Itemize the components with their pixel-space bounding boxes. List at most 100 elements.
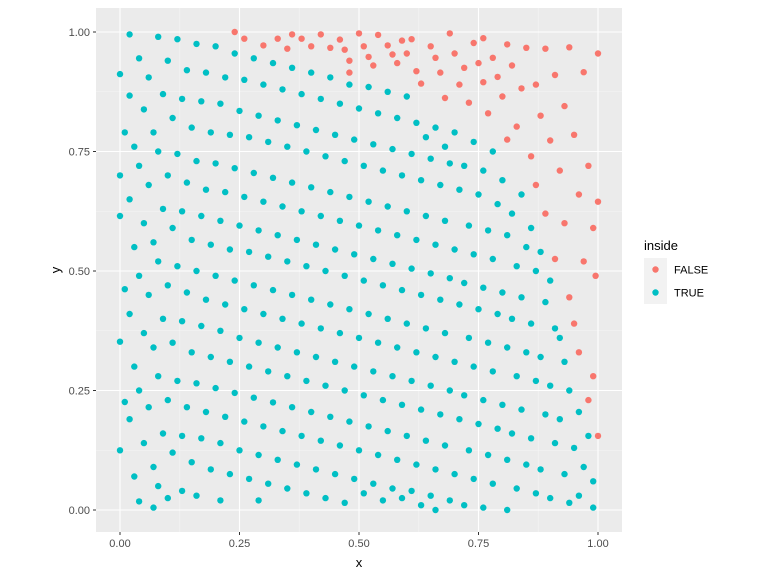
point-true: [293, 349, 301, 356]
point-true: [331, 470, 339, 478]
data-points: [116, 28, 602, 514]
point-true: [312, 466, 320, 473]
point-true: [441, 217, 449, 224]
point-true: [274, 344, 281, 351]
point-true: [222, 188, 229, 196]
point-true: [441, 442, 449, 449]
point-true: [174, 263, 181, 270]
point-false: [561, 102, 568, 110]
point-true: [274, 232, 281, 239]
point-true: [384, 88, 391, 96]
point-true: [456, 301, 463, 308]
point-true: [451, 358, 458, 365]
y-tick-label: 0.00: [69, 505, 90, 517]
point-true: [504, 456, 511, 463]
point-true: [231, 50, 238, 57]
point-true: [241, 76, 248, 84]
point-true: [193, 492, 200, 499]
point-true: [198, 212, 205, 220]
point-true: [284, 258, 291, 265]
point-false: [360, 43, 367, 50]
point-false: [341, 46, 348, 53]
point-true: [231, 277, 238, 284]
point-true: [150, 504, 157, 511]
point-true: [188, 349, 195, 356]
point-true: [336, 329, 344, 337]
point-true: [370, 141, 377, 148]
point-true: [250, 169, 257, 177]
y-tick-label: 0.25: [69, 386, 90, 398]
point-true: [284, 373, 291, 380]
point-true: [351, 136, 358, 143]
point-true: [379, 396, 387, 404]
point-true: [470, 251, 477, 258]
point-true: [135, 272, 143, 279]
point-false: [513, 123, 520, 130]
point-true: [470, 475, 477, 483]
point-false: [308, 43, 315, 50]
point-true: [551, 439, 559, 447]
point-false: [489, 54, 496, 61]
point-true: [183, 179, 191, 186]
point-true: [145, 404, 152, 411]
point-true: [207, 353, 214, 361]
point-false: [346, 57, 353, 64]
point-false: [241, 35, 248, 42]
point-true: [303, 148, 310, 155]
point-true: [193, 157, 200, 165]
point-false: [556, 167, 563, 174]
y-tick-label: 0.75: [69, 147, 90, 159]
point-false: [480, 79, 487, 86]
point-true: [331, 246, 339, 253]
point-true: [504, 232, 511, 239]
point-true: [169, 449, 176, 456]
point-true: [150, 129, 157, 136]
point-true: [222, 301, 229, 308]
point-true: [398, 286, 406, 294]
point-true: [178, 318, 186, 325]
legend-title: inside: [644, 238, 678, 253]
point-false: [499, 93, 506, 100]
point-false: [274, 35, 281, 42]
point-true: [494, 200, 501, 208]
point-true: [504, 506, 511, 514]
point-false: [547, 137, 554, 144]
point-true: [355, 105, 363, 112]
point-true: [293, 461, 301, 468]
point-false: [288, 31, 296, 38]
point-true: [374, 451, 382, 459]
point-true: [193, 40, 200, 48]
point-true: [389, 373, 396, 380]
point-true: [241, 193, 248, 201]
point-true: [422, 212, 430, 220]
legend-key-false: [652, 266, 659, 273]
point-true: [480, 396, 487, 404]
point-true: [374, 227, 382, 234]
point-false: [374, 31, 382, 39]
point-true: [374, 339, 382, 346]
point-true: [461, 162, 468, 169]
point-true: [284, 143, 291, 150]
point-true: [417, 177, 425, 184]
point-true: [164, 172, 171, 179]
point-true: [202, 186, 210, 193]
point-true: [121, 129, 128, 136]
point-true: [193, 380, 200, 387]
point-true: [145, 181, 152, 189]
point-true: [365, 310, 372, 318]
point-true: [255, 339, 262, 346]
point-true: [427, 382, 434, 389]
point-false: [346, 69, 353, 76]
point-true: [542, 411, 549, 418]
point-true: [484, 451, 492, 459]
point-true: [188, 459, 195, 466]
point-true: [198, 98, 205, 105]
point-true: [150, 239, 157, 246]
point-true: [336, 442, 344, 449]
point-true: [580, 463, 587, 471]
point-true: [413, 461, 420, 468]
point-true: [265, 368, 272, 375]
point-false: [403, 50, 410, 57]
x-axis-title: x: [356, 555, 363, 570]
point-true: [288, 64, 296, 72]
